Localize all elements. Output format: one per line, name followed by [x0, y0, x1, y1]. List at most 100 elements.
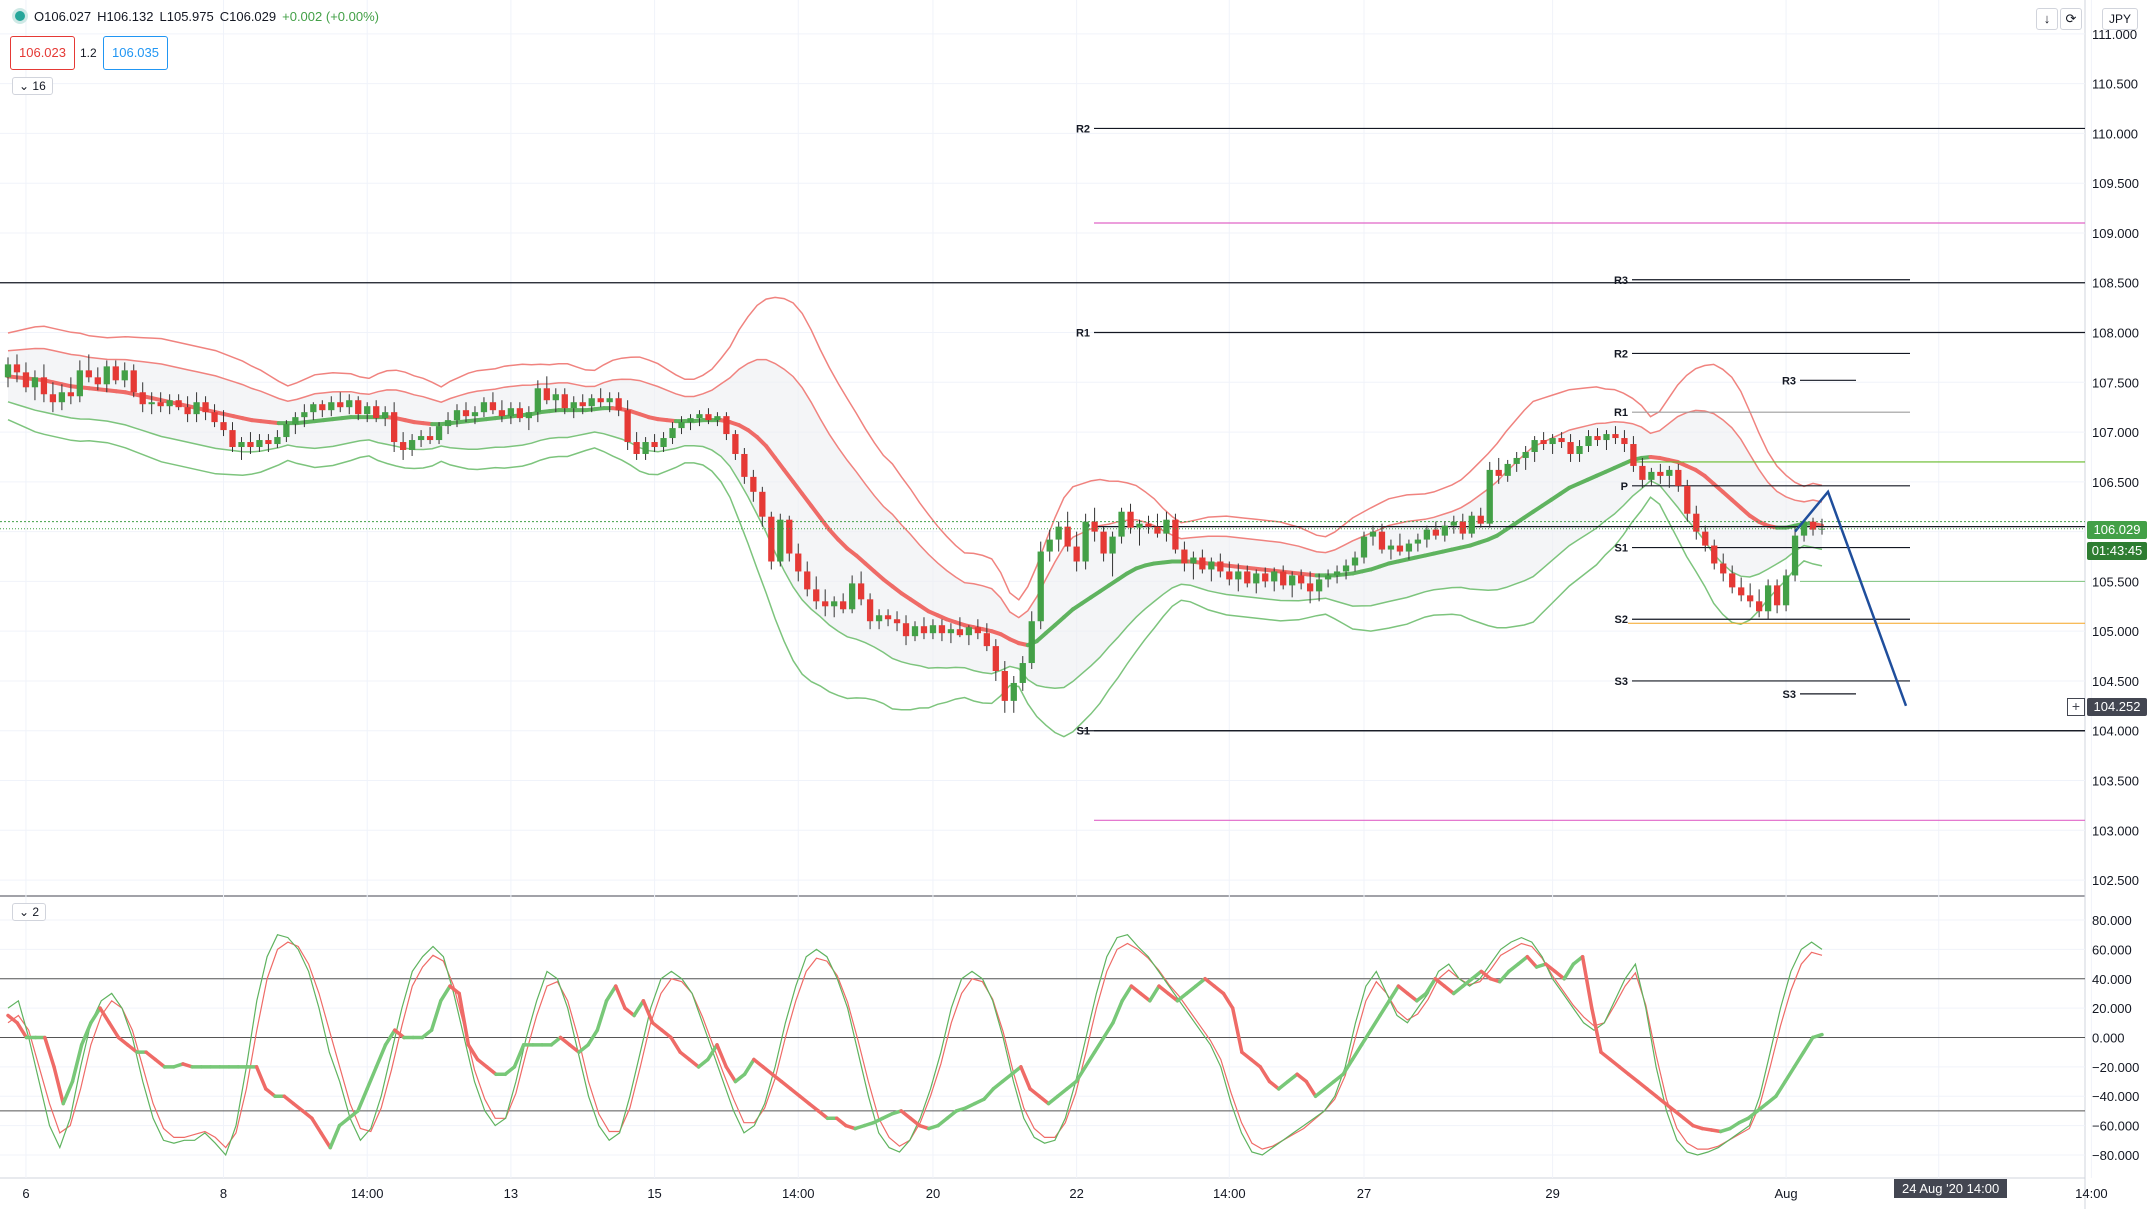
oscillator-main-segment — [1451, 984, 1465, 996]
pivot-right-label: R1 — [1614, 407, 1628, 419]
oscillator-main-segment — [1645, 1087, 1659, 1098]
candle-body — [1244, 571, 1251, 584]
buy-button[interactable]: 106.035 — [103, 36, 168, 70]
candle-body — [265, 440, 272, 445]
oscillator-main-segment — [567, 1043, 581, 1054]
price-pane[interactable]: R2R1PS1R3R2R1PS1S2S3R3S3 — [0, 123, 2085, 821]
oscillator-main-segment — [733, 1072, 747, 1084]
candle-body — [1495, 469, 1502, 476]
candle-body — [1163, 519, 1170, 534]
oscillator-main-segment — [466, 1043, 480, 1062]
candle-body — [94, 377, 101, 385]
spread-value: 1.2 — [80, 46, 97, 60]
oscillator-main-segment — [558, 1035, 572, 1047]
candle-body — [1217, 561, 1224, 572]
oscillator-pane[interactable] — [0, 933, 2085, 1157]
candle-body — [624, 410, 631, 443]
refresh-icon: ⟳ — [2065, 11, 2077, 26]
indicators-collapse-button[interactable]: ⌄ 16 — [12, 77, 53, 95]
oscillator-main-segment — [1525, 954, 1539, 969]
time-tick-label: 14:00 — [1213, 1186, 1246, 1201]
candle-body — [382, 412, 389, 419]
candle-body — [893, 619, 901, 624]
crosshair-plus-icon[interactable]: + — [2067, 698, 2085, 716]
candle-body — [1405, 543, 1413, 552]
oscillator-main-segment — [356, 1087, 369, 1113]
candle-body — [301, 412, 308, 418]
candle-body — [184, 407, 191, 415]
candle-body — [1351, 557, 1359, 566]
pivot-right-label: S3 — [1615, 676, 1628, 688]
oscillator-main-segment — [549, 1035, 563, 1047]
scroll-down-button[interactable]: ↓ — [2036, 8, 2058, 30]
candle-body — [866, 599, 874, 622]
time-axis[interactable]: 6814:00131514:00202214:002729Aug514:0010… — [22, 1186, 2153, 1201]
candle-body — [13, 364, 21, 373]
sell-button[interactable]: 106.023 — [10, 36, 75, 70]
candle-body — [1396, 545, 1404, 552]
price-tick-label: 109.000 — [2092, 226, 2139, 241]
middle-band-segment — [1702, 473, 1716, 486]
candle-body — [929, 625, 937, 634]
middle-band-segment — [1720, 489, 1734, 502]
oscillator-main-segment — [816, 1109, 830, 1121]
candle-body — [1720, 563, 1727, 574]
candle-body — [1747, 595, 1754, 602]
oscillator-main-segment — [1774, 1079, 1787, 1098]
oscillator-main-segment — [43, 1035, 56, 1069]
price-axis[interactable]: 111.000 110.500 110.000 109.500 109.000 108.5… — [2092, 27, 2139, 1163]
candle-body — [651, 442, 658, 448]
oscillator-main-segment — [798, 1094, 811, 1106]
ohlc-legend: O106.027 H106.132 L105.975 C106.029 +0.0… — [12, 8, 379, 24]
oscillator-main-segment — [1000, 1072, 1014, 1084]
candle-body — [786, 519, 793, 554]
candle-body — [1199, 557, 1206, 570]
price-tick-label: 109.500 — [2092, 176, 2139, 191]
oscillator-main-segment — [1405, 991, 1419, 1003]
refresh-button[interactable]: ⟳ — [2060, 8, 2082, 30]
candle-body — [453, 410, 461, 421]
oscillator-main-segment — [1415, 991, 1428, 1003]
candle-body — [705, 414, 712, 421]
candle-body — [364, 406, 371, 415]
candle-body — [570, 402, 577, 409]
candle-body — [974, 627, 982, 634]
candle-body — [337, 402, 344, 408]
middle-band-segment — [809, 503, 823, 520]
candle-body — [1729, 573, 1736, 588]
candle-body — [1172, 519, 1179, 550]
candle-body — [1324, 575, 1332, 580]
candle-body — [507, 408, 515, 417]
candle-body — [1585, 436, 1592, 447]
candle-body — [1315, 579, 1323, 592]
price-tick-label: 107.000 — [2092, 425, 2139, 440]
candle-body — [947, 629, 955, 634]
oscillator-main-segment — [1663, 1101, 1677, 1113]
oscillator-main-segment — [945, 1109, 959, 1121]
oscillator-slow-line — [7, 941, 1823, 1150]
oscillator-main-segment — [696, 1057, 710, 1069]
candle-body — [1082, 521, 1089, 562]
candle-body — [1360, 536, 1368, 558]
oscillator-collapse-button[interactable]: ⌄ 2 — [12, 903, 47, 921]
oscillator-main-segment — [1442, 984, 1456, 996]
oscillator-main-segment — [116, 1035, 130, 1047]
middle-band-segment — [863, 561, 877, 574]
price-tick-label: 104.000 — [2092, 724, 2139, 739]
pivot-left-label: R1 — [1076, 328, 1090, 340]
oscillator-main-segment — [1801, 1035, 1815, 1054]
candle-body — [875, 615, 883, 622]
candle-body — [1711, 545, 1718, 564]
oscillator-main-segment — [586, 1028, 600, 1047]
oscillator-main-segment — [153, 1057, 167, 1069]
candle-body — [166, 400, 173, 407]
candle-body — [579, 402, 586, 407]
candle-body — [813, 589, 820, 602]
oscillator-main-segment — [89, 1006, 102, 1025]
candle-body — [732, 434, 739, 454]
pivot-small-label: R3 — [1782, 375, 1796, 387]
oscillator-main-segment — [1341, 1057, 1355, 1076]
osc-tick-label: 40.000 — [2092, 972, 2132, 987]
